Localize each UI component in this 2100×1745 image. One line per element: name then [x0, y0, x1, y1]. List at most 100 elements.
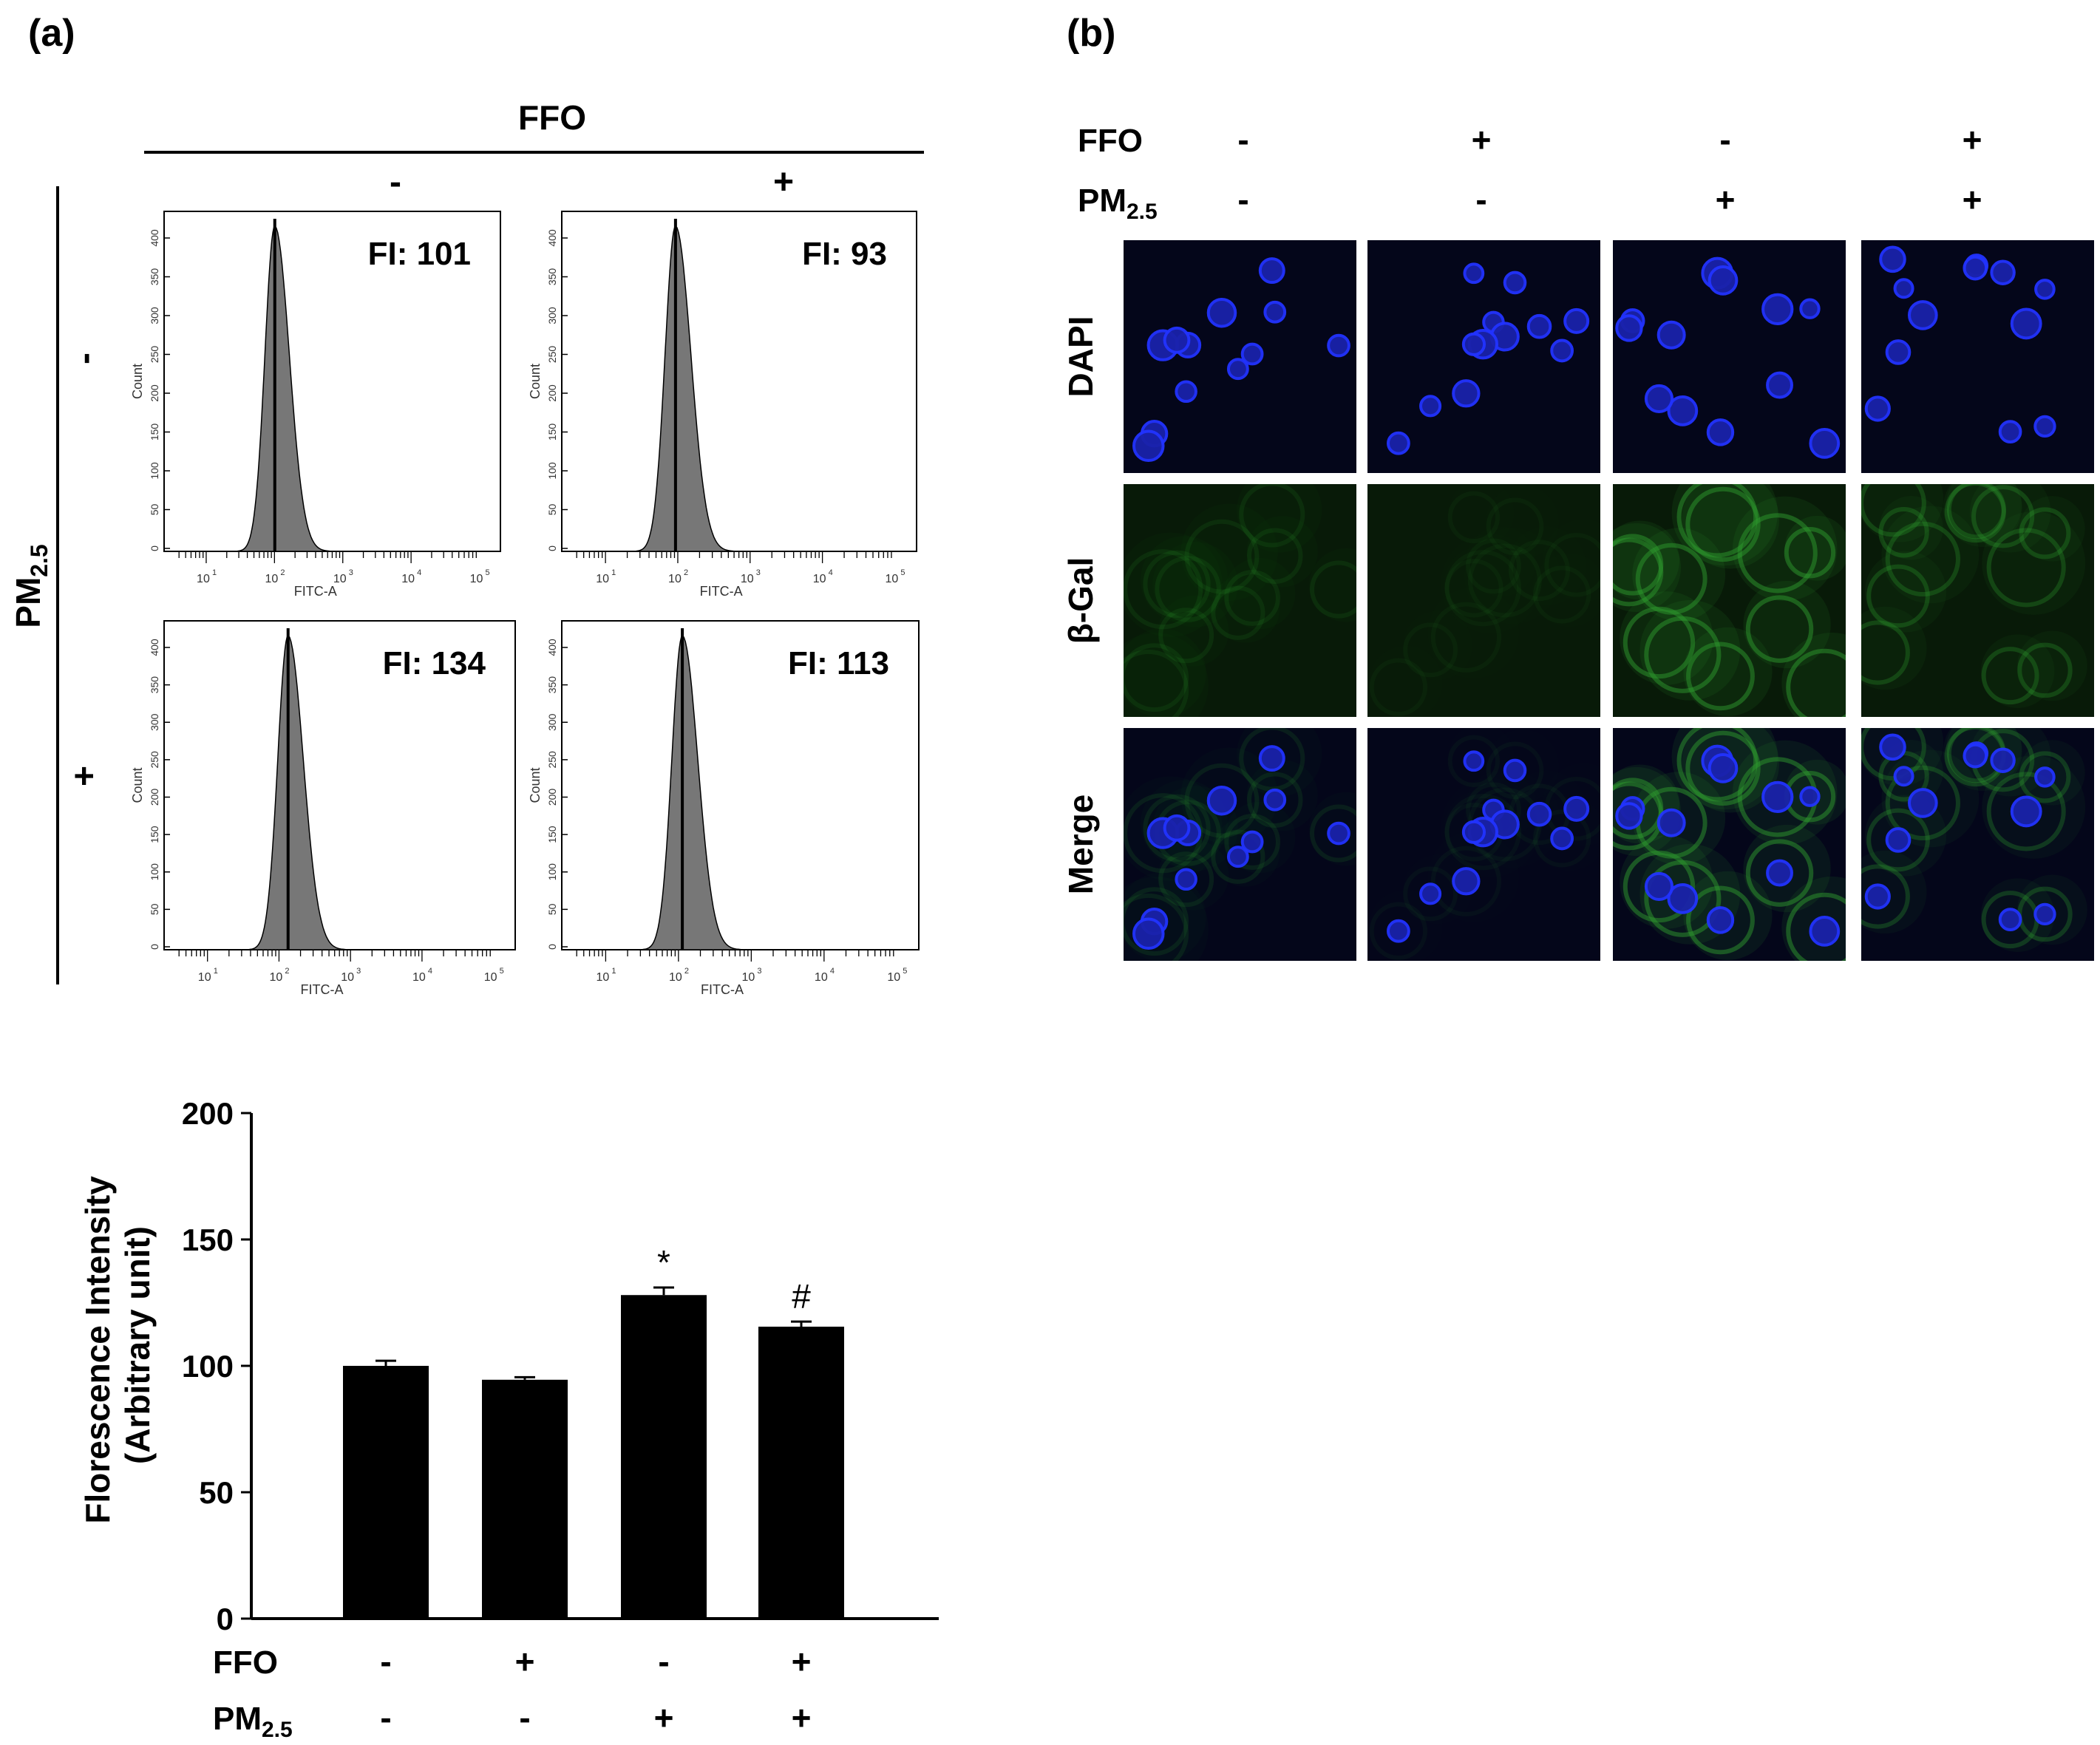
micrograph-grid: DAPI β-Gal Merge — [1061, 240, 2094, 961]
gal-haze — [1781, 632, 1846, 717]
significance-mark: * — [657, 1243, 670, 1282]
dapi-nucleus — [1667, 395, 1699, 426]
micrograph-r1-c2 — [1367, 240, 1600, 473]
gal-haze — [1681, 484, 1780, 569]
y-tick-label: 200 — [546, 384, 558, 402]
histogram-frame — [163, 211, 501, 552]
x-tick-label: 10 — [401, 573, 415, 585]
gal-cytoplasm — [2019, 751, 2071, 803]
y-tick-label: 400 — [149, 639, 160, 656]
micrograph-background — [1367, 484, 1600, 717]
dapi-nucleus — [1206, 785, 1237, 816]
y-tick-label: 350 — [149, 268, 160, 286]
dapi-nucleus — [2010, 307, 2042, 340]
dapi-nucleus — [1879, 733, 1906, 761]
gal-cytoplasm — [1981, 647, 2039, 705]
y-tick-label: 100 — [149, 462, 160, 480]
dapi-nucleus — [1550, 339, 1574, 363]
x-tick-exponent: 5 — [900, 568, 905, 577]
x-tick-exponent: 2 — [285, 967, 289, 976]
panel-b-label: (b) — [1067, 12, 1115, 55]
dapi-nucleus — [1864, 395, 1891, 422]
bar-pm-sign: + — [792, 1698, 812, 1737]
gal-cytoplasm — [1644, 860, 1722, 937]
gal-cytoplasm — [1885, 765, 1960, 841]
gal-haze — [1743, 580, 1831, 669]
x-tick-exponent: 4 — [417, 568, 421, 577]
dapi-nucleus — [1908, 300, 1938, 330]
gal-cytoplasm — [1544, 533, 1600, 597]
x-tick-exponent: 4 — [829, 568, 833, 577]
x-tick-label: 10 — [886, 573, 899, 585]
gal-cytoplasm — [1124, 649, 1189, 717]
gal-cytoplasm — [1247, 528, 1303, 584]
x-tick-label: 10 — [815, 971, 828, 984]
dapi-nucleus — [1419, 395, 1442, 418]
gal-cytoplasm — [1467, 543, 1542, 618]
gal-cytoplasm — [1486, 741, 1544, 800]
histogram-frame — [163, 620, 516, 950]
gal-haze — [1861, 606, 1927, 690]
dapi-nucleus — [2034, 766, 2056, 788]
gal-haze — [1943, 484, 2022, 548]
dapi-nucleus — [1263, 300, 1287, 324]
x-tick-exponent: 4 — [830, 967, 835, 976]
panel-b-pm-label: PM2.5 — [1078, 183, 1158, 224]
y-tick-label: 300 — [149, 713, 160, 731]
bar-row2-label-sub: 2.5 — [262, 1718, 293, 1742]
gal-cytoplasm — [1211, 829, 1265, 884]
y-tick-label: 150 — [149, 826, 160, 843]
dapi-nucleus — [2034, 279, 2056, 300]
micrograph-r2-c3 — [1613, 484, 1846, 717]
micrograph-content — [1124, 728, 1356, 961]
row-sign-pm-minus: - — [65, 353, 104, 364]
x-tick-label: 10 — [484, 971, 497, 984]
y-tick-label: 100 — [546, 462, 558, 480]
gal-cytoplasm — [1369, 902, 1428, 960]
micrograph-r2-c1 — [1124, 484, 1356, 717]
micrograph-r3-c3 — [1613, 728, 1846, 961]
gal-cytoplasm — [2019, 507, 2071, 559]
gal-cytoplasm — [1310, 560, 1356, 619]
dapi-nucleus — [1706, 418, 1735, 446]
gal-cytoplasm — [1124, 549, 1203, 630]
bar-2 — [482, 1379, 568, 1619]
gal-cytoplasm — [1866, 808, 1930, 872]
dapi-nucleus — [1864, 883, 1891, 910]
bar-y-tick-label: 0 — [217, 1602, 234, 1636]
gal-haze — [1141, 536, 1228, 623]
y-axis-label: Count — [130, 767, 145, 803]
y-tick-label: 350 — [546, 268, 558, 286]
gal-cytoplasm — [1861, 620, 1910, 685]
dapi-nucleus — [1615, 314, 1643, 342]
significance-mark: # — [792, 1277, 811, 1316]
dapi-nucleus — [1656, 808, 1686, 837]
dapi-nucleus — [1998, 420, 2022, 443]
gal-cytoplasm — [1143, 550, 1211, 618]
gal-cytoplasm — [1986, 772, 2066, 851]
gal-cytoplasm — [1224, 570, 1280, 626]
dapi-nucleus — [1706, 906, 1735, 934]
x-tick-exponent: 3 — [757, 967, 761, 976]
dapi-nucleus — [1766, 859, 1793, 887]
panel-b-sign-grid: - + - + - - + + — [1237, 120, 1982, 219]
gal-cytoplasm — [2017, 642, 2073, 698]
dapi-nucleus — [1563, 307, 1590, 334]
gal-cytoplasm — [1784, 527, 1836, 579]
dapi-nucleus — [1908, 788, 1938, 818]
gal-haze — [1613, 520, 1680, 600]
x-tick-exponent: 3 — [756, 568, 761, 577]
y-tick-label: 100 — [546, 863, 558, 881]
dapi-nucleus — [1885, 827, 1912, 853]
histogram-frame — [561, 211, 917, 552]
dapi-nucleus — [1644, 384, 1674, 414]
y-tick-label: 200 — [149, 789, 160, 806]
dapi-nucleus — [1132, 917, 1165, 950]
bar-1 — [343, 1366, 429, 1619]
dapi-nucleus — [1175, 868, 1197, 891]
gal-cytoplasm — [1878, 507, 1929, 558]
gal-cytoplasm — [1613, 537, 1664, 607]
